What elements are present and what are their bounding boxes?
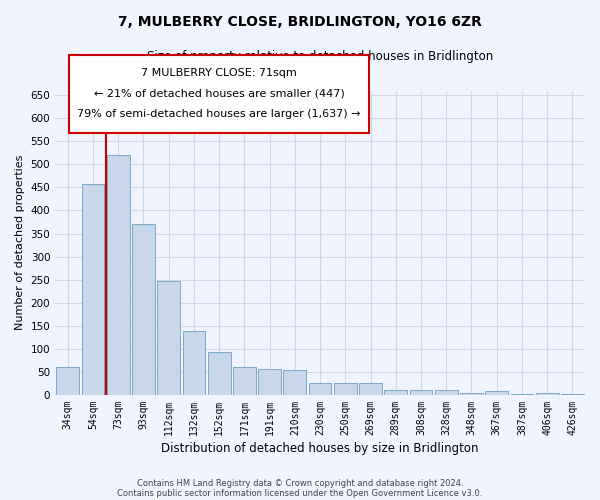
Bar	[309, 384, 331, 395]
Y-axis label: Number of detached properties: Number of detached properties	[15, 155, 25, 330]
Bar	[157, 280, 180, 395]
Bar	[56, 368, 79, 395]
Bar	[385, 390, 407, 395]
Bar	[283, 370, 306, 395]
Bar	[460, 392, 483, 395]
Text: Contains HM Land Registry data © Crown copyright and database right 2024.: Contains HM Land Registry data © Crown c…	[137, 478, 463, 488]
Bar	[258, 368, 281, 395]
Bar	[536, 392, 559, 395]
Bar	[233, 368, 256, 395]
Bar	[511, 394, 533, 395]
Text: ← 21% of detached houses are smaller (447): ← 21% of detached houses are smaller (44…	[94, 89, 344, 99]
Bar	[82, 184, 104, 395]
Bar	[107, 155, 130, 395]
Bar	[359, 384, 382, 395]
Text: 79% of semi-detached houses are larger (1,637) →: 79% of semi-detached houses are larger (…	[77, 109, 361, 119]
Text: 7 MULBERRY CLOSE: 71sqm: 7 MULBERRY CLOSE: 71sqm	[141, 68, 297, 78]
Bar	[485, 392, 508, 395]
Bar	[182, 332, 205, 395]
Title: Size of property relative to detached houses in Bridlington: Size of property relative to detached ho…	[147, 50, 493, 63]
Text: 7, MULBERRY CLOSE, BRIDLINGTON, YO16 6ZR: 7, MULBERRY CLOSE, BRIDLINGTON, YO16 6ZR	[118, 15, 482, 29]
Bar	[435, 390, 458, 395]
X-axis label: Distribution of detached houses by size in Bridlington: Distribution of detached houses by size …	[161, 442, 479, 455]
Text: Contains public sector information licensed under the Open Government Licence v3: Contains public sector information licen…	[118, 488, 482, 498]
Bar	[410, 390, 433, 395]
Bar	[561, 394, 584, 395]
Bar	[334, 384, 356, 395]
Bar	[132, 224, 155, 395]
Bar	[208, 352, 230, 395]
